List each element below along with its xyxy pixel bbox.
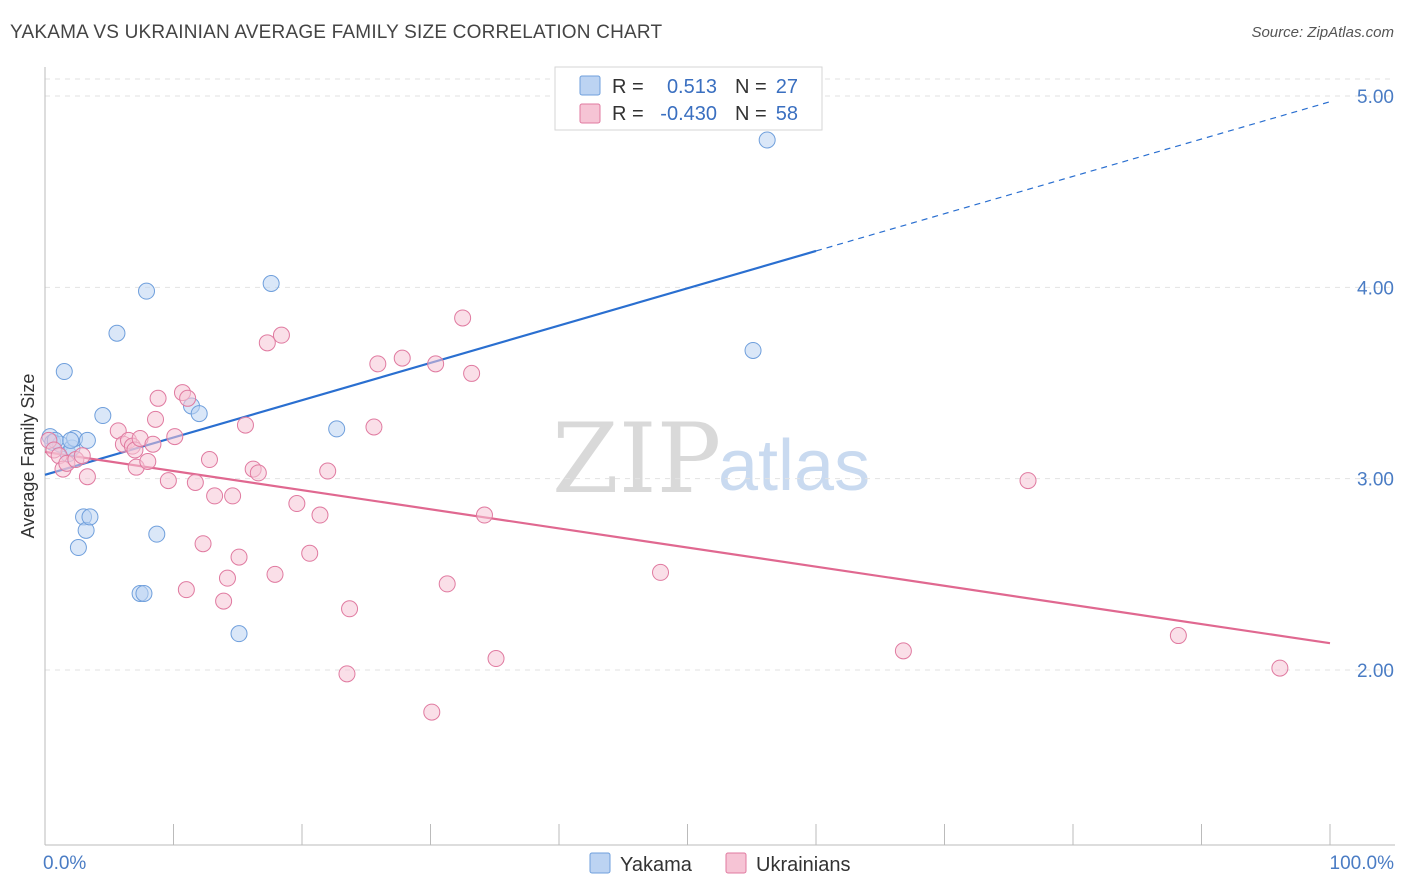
point-ukrainian-35 bbox=[258, 334, 276, 352]
correlation-legend: R = 0.513 N = 27 R = -0.430 N = 58 bbox=[554, 66, 823, 131]
point-yakama-7 bbox=[69, 539, 87, 557]
axes bbox=[44, 67, 1395, 846]
point-ukrainian-19 bbox=[159, 472, 177, 490]
point-ukrainian-37 bbox=[272, 326, 290, 344]
point-ukrainian-46 bbox=[393, 349, 411, 367]
point-ukrainian-15 bbox=[139, 452, 157, 470]
point-ukrainian-34 bbox=[249, 464, 267, 482]
point-ukrainian-49 bbox=[438, 575, 456, 593]
point-ukrainian-24 bbox=[186, 473, 204, 491]
point-ukrainian-22 bbox=[179, 389, 197, 407]
point-ukrainian-26 bbox=[200, 451, 218, 469]
point-yakama-12 bbox=[94, 407, 112, 425]
point-ukrainian-30 bbox=[224, 487, 242, 505]
point-yakama-13 bbox=[108, 324, 126, 342]
point-ukrainian-29 bbox=[218, 569, 236, 587]
point-yakama-21 bbox=[262, 275, 280, 293]
point-ukrainian-51 bbox=[463, 364, 481, 382]
y-tick-label-2: 4.00 bbox=[1357, 278, 1394, 299]
source-label: Source: ZipAtlas.com bbox=[1251, 24, 1394, 41]
point-ukrainian-27 bbox=[206, 487, 224, 505]
point-ukrainian-23 bbox=[177, 581, 195, 599]
point-yakama-20 bbox=[230, 625, 248, 643]
data-points bbox=[40, 131, 1289, 721]
point-ukrainian-32 bbox=[236, 416, 254, 434]
watermark-zip: ZIP bbox=[552, 403, 721, 515]
point-ukrainian-57 bbox=[1169, 627, 1187, 645]
chart-title: YAKAMA VS UKRAINIAN AVERAGE FAMILY SIZE … bbox=[10, 22, 663, 43]
point-ukrainian-47 bbox=[423, 703, 441, 721]
point-yakama-19 bbox=[190, 405, 208, 423]
legend-n-label-ukrainian: N = bbox=[735, 103, 767, 125]
trend-line-yakama-extension bbox=[815, 101, 1331, 252]
point-yakama-24 bbox=[758, 131, 776, 149]
legend-r-value-ukrainian: -0.430 bbox=[660, 103, 717, 125]
point-ukrainian-54 bbox=[652, 563, 670, 581]
legend-r-value-yakama: 0.513 bbox=[667, 76, 717, 98]
y-axis-label: Average Family Size bbox=[18, 374, 38, 539]
point-ukrainian-6 bbox=[73, 447, 91, 465]
point-ukrainian-16 bbox=[144, 435, 162, 453]
legend-swatch-yakama bbox=[579, 75, 601, 96]
point-ukrainian-28 bbox=[215, 592, 233, 610]
point-yakama-11 bbox=[81, 508, 99, 526]
point-ukrainian-44 bbox=[365, 418, 383, 436]
point-ukrainian-55 bbox=[894, 642, 912, 660]
point-ukrainian-52 bbox=[475, 506, 493, 524]
x-tick-label-1: 100.0% bbox=[1330, 853, 1395, 874]
point-ukrainian-45 bbox=[369, 355, 387, 373]
point-ukrainian-41 bbox=[319, 462, 337, 480]
point-ukrainian-25 bbox=[194, 535, 212, 553]
legend-swatch-ukrainian bbox=[579, 103, 601, 124]
point-ukrainian-39 bbox=[301, 544, 319, 562]
y-tick-label-0: 2.00 bbox=[1357, 661, 1394, 682]
point-ukrainian-17 bbox=[147, 410, 165, 428]
legend-n-value-yakama: 27 bbox=[776, 76, 798, 98]
point-yakama-17 bbox=[148, 525, 166, 543]
point-ukrainian-7 bbox=[78, 468, 96, 486]
point-ukrainian-48 bbox=[427, 355, 445, 373]
legend-n-value-ukrainian: 58 bbox=[776, 103, 798, 125]
point-ukrainian-40 bbox=[311, 506, 329, 524]
legend-r-label-yakama: R = bbox=[612, 76, 644, 98]
y-tick-label-1: 3.00 bbox=[1357, 470, 1394, 491]
point-ukrainian-20 bbox=[166, 428, 184, 446]
x-tick-label-0: 0.0% bbox=[43, 853, 86, 874]
bottom-legend-ukrainians: Ukrainians bbox=[756, 854, 850, 876]
point-ukrainian-42 bbox=[338, 665, 356, 683]
bottom-legend-swatch-ukrainian bbox=[725, 852, 747, 874]
point-ukrainian-50 bbox=[454, 309, 472, 327]
point-yakama-23 bbox=[744, 341, 762, 359]
point-yakama-16 bbox=[138, 282, 156, 300]
point-yakama-10 bbox=[78, 431, 96, 449]
y-tick-label-3: 5.00 bbox=[1357, 87, 1394, 108]
legend-r-label-ukrainian: R = bbox=[612, 103, 644, 125]
point-ukrainian-31 bbox=[230, 548, 248, 566]
series-legend: Yakama Ukrainians bbox=[589, 852, 850, 876]
bottom-legend-swatch-yakama bbox=[589, 852, 611, 874]
point-ukrainian-56 bbox=[1019, 472, 1037, 490]
tick-labels: 2.00 3.00 4.00 5.00 0.0% 100.0% bbox=[43, 87, 1394, 874]
point-yakama-3 bbox=[55, 363, 73, 381]
point-ukrainian-36 bbox=[266, 565, 284, 583]
point-ukrainian-58 bbox=[1271, 659, 1289, 677]
point-yakama-22 bbox=[328, 420, 346, 438]
point-ukrainian-38 bbox=[288, 495, 306, 513]
point-yakama-26 bbox=[62, 431, 80, 449]
point-ukrainian-53 bbox=[487, 650, 505, 668]
point-yakama-15 bbox=[135, 584, 153, 602]
point-ukrainian-43 bbox=[341, 600, 359, 618]
watermark-atlas: atlas bbox=[718, 426, 870, 506]
gridlines bbox=[45, 78, 1395, 671]
point-ukrainian-18 bbox=[149, 389, 167, 407]
bottom-legend-yakama: Yakama bbox=[620, 854, 693, 876]
trend-line-ukrainians bbox=[44, 450, 1331, 645]
legend-n-label-yakama: N = bbox=[735, 76, 767, 98]
